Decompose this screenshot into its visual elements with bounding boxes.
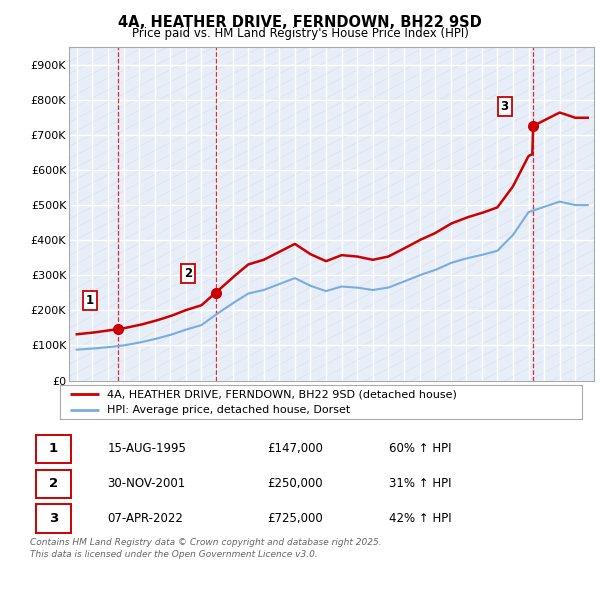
Text: 42% ↑ HPI: 42% ↑ HPI [389,512,451,525]
Text: 30-NOV-2001: 30-NOV-2001 [107,477,185,490]
Text: 1: 1 [49,442,58,455]
Text: 07-APR-2022: 07-APR-2022 [107,512,183,525]
Text: 4A, HEATHER DRIVE, FERNDOWN, BH22 9SD: 4A, HEATHER DRIVE, FERNDOWN, BH22 9SD [118,15,482,30]
Text: 4A, HEATHER DRIVE, FERNDOWN, BH22 9SD (detached house): 4A, HEATHER DRIVE, FERNDOWN, BH22 9SD (d… [107,389,457,399]
Text: 3: 3 [500,100,509,113]
Text: 1: 1 [86,294,94,307]
FancyBboxPatch shape [35,470,71,498]
Text: Price paid vs. HM Land Registry's House Price Index (HPI): Price paid vs. HM Land Registry's House … [131,27,469,40]
Text: 2: 2 [49,477,58,490]
Text: 15-AUG-1995: 15-AUG-1995 [107,442,186,455]
Text: £725,000: £725,000 [268,512,323,525]
Text: £147,000: £147,000 [268,442,323,455]
Text: 2: 2 [184,267,192,280]
Text: 31% ↑ HPI: 31% ↑ HPI [389,477,451,490]
FancyBboxPatch shape [35,504,71,533]
Text: £250,000: £250,000 [268,477,323,490]
Text: 3: 3 [49,512,58,525]
FancyBboxPatch shape [35,435,71,463]
Text: Contains HM Land Registry data © Crown copyright and database right 2025.
This d: Contains HM Land Registry data © Crown c… [30,538,382,559]
Text: HPI: Average price, detached house, Dorset: HPI: Average price, detached house, Dors… [107,405,350,415]
Text: 60% ↑ HPI: 60% ↑ HPI [389,442,451,455]
